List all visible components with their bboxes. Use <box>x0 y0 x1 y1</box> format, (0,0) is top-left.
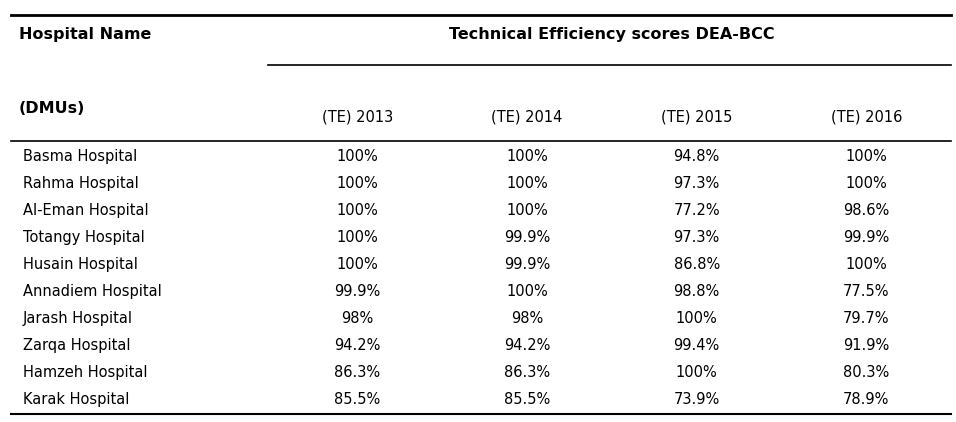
Text: 99.4%: 99.4% <box>674 338 720 353</box>
Text: 98%: 98% <box>341 311 374 326</box>
Text: 98%: 98% <box>511 311 543 326</box>
Text: Totangy Hospital: Totangy Hospital <box>23 230 144 245</box>
Text: 100%: 100% <box>337 203 379 218</box>
Text: 94.2%: 94.2% <box>334 338 380 353</box>
Text: 78.9%: 78.9% <box>843 392 890 407</box>
Text: 100%: 100% <box>676 311 718 326</box>
Text: Hamzeh Hospital: Hamzeh Hospital <box>23 365 147 380</box>
Text: 80.3%: 80.3% <box>843 365 889 380</box>
Text: 98.8%: 98.8% <box>674 284 720 299</box>
Text: Hospital Name: Hospital Name <box>19 27 151 43</box>
Text: (TE) 2013: (TE) 2013 <box>321 110 393 125</box>
Text: 100%: 100% <box>845 176 887 191</box>
Text: 79.7%: 79.7% <box>843 311 890 326</box>
Text: Zarqa Hospital: Zarqa Hospital <box>23 338 130 353</box>
Text: 94.2%: 94.2% <box>504 338 551 353</box>
Text: 77.2%: 77.2% <box>673 203 720 218</box>
Text: 100%: 100% <box>337 257 379 272</box>
Text: Basma Hospital: Basma Hospital <box>23 149 138 164</box>
Text: Jarash Hospital: Jarash Hospital <box>23 311 133 326</box>
Text: (TE) 2015: (TE) 2015 <box>661 110 732 125</box>
Text: 99.9%: 99.9% <box>335 284 380 299</box>
Text: Husain Hospital: Husain Hospital <box>23 257 138 272</box>
Text: 99.9%: 99.9% <box>843 230 889 245</box>
Text: 86.8%: 86.8% <box>674 257 720 272</box>
Text: Annadiem Hospital: Annadiem Hospital <box>23 284 162 299</box>
Text: 100%: 100% <box>506 149 548 164</box>
Text: Al-Eman Hospital: Al-Eman Hospital <box>23 203 148 218</box>
Text: 99.9%: 99.9% <box>504 230 550 245</box>
Text: 97.3%: 97.3% <box>674 230 720 245</box>
Text: 86.3%: 86.3% <box>335 365 380 380</box>
Text: 100%: 100% <box>337 176 379 191</box>
Text: 100%: 100% <box>845 149 887 164</box>
Text: 100%: 100% <box>676 365 718 380</box>
Text: Karak Hospital: Karak Hospital <box>23 392 129 407</box>
Text: 100%: 100% <box>506 176 548 191</box>
Text: 85.5%: 85.5% <box>335 392 380 407</box>
Text: Technical Efficiency scores DEA-BCC: Technical Efficiency scores DEA-BCC <box>449 27 774 43</box>
Text: 97.3%: 97.3% <box>674 176 720 191</box>
Text: 99.9%: 99.9% <box>504 257 550 272</box>
Text: (DMUs): (DMUs) <box>19 101 85 116</box>
Text: 100%: 100% <box>506 284 548 299</box>
Text: 73.9%: 73.9% <box>674 392 720 407</box>
Text: 100%: 100% <box>337 230 379 245</box>
Text: 91.9%: 91.9% <box>843 338 889 353</box>
Text: (TE) 2016: (TE) 2016 <box>831 110 902 125</box>
Text: 94.8%: 94.8% <box>674 149 720 164</box>
Text: 100%: 100% <box>845 257 887 272</box>
Text: 100%: 100% <box>506 203 548 218</box>
Text: 98.6%: 98.6% <box>843 203 889 218</box>
Text: 85.5%: 85.5% <box>504 392 550 407</box>
Text: 100%: 100% <box>337 149 379 164</box>
Text: 77.5%: 77.5% <box>843 284 890 299</box>
Text: Rahma Hospital: Rahma Hospital <box>23 176 139 191</box>
Text: 86.3%: 86.3% <box>504 365 550 380</box>
Text: (TE) 2014: (TE) 2014 <box>491 110 563 125</box>
